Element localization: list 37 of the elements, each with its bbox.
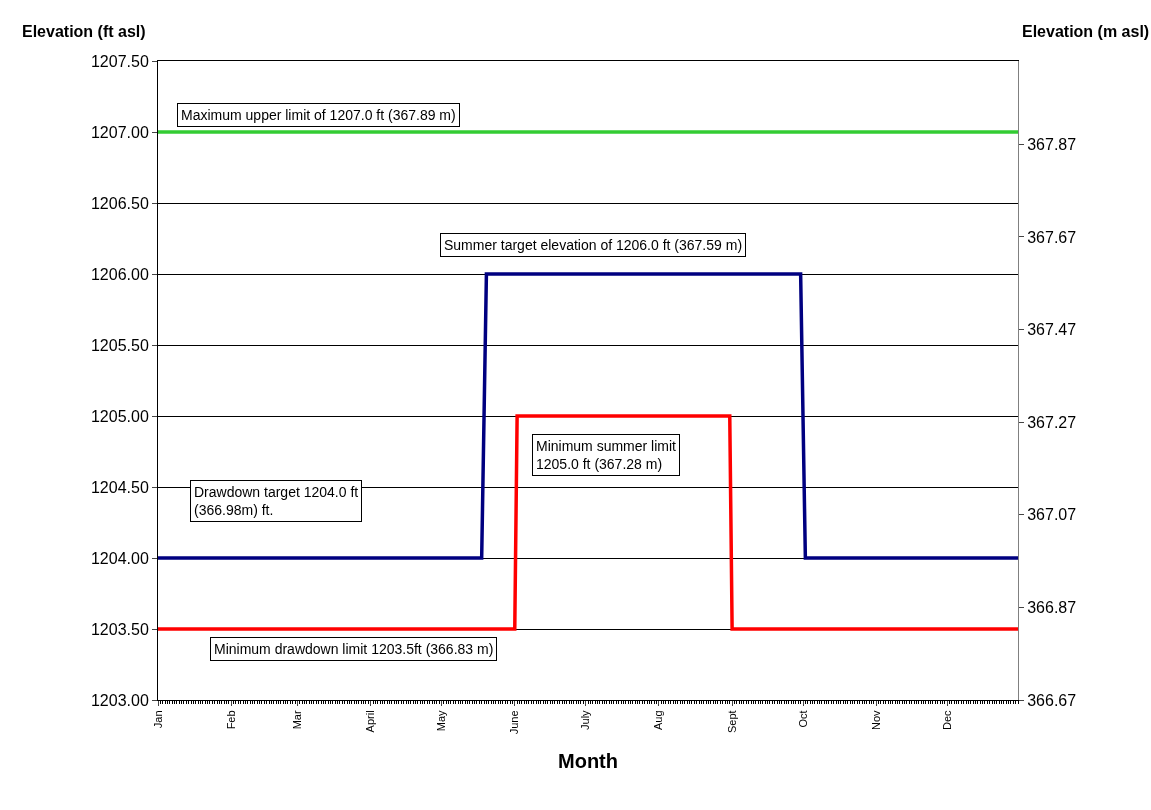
x-tick-label: Mar	[290, 710, 303, 730]
x-tick-label: Sept	[725, 710, 738, 734]
x-tick-label: Aug	[652, 710, 665, 730]
y2-tick-label: 367.27	[1027, 413, 1077, 431]
annotation: Summer target elevation of 1206.0 ft (367.59 m)	[444, 237, 743, 253]
annotation: Drawdown target 1204.0 ft (366.98m) ft.	[194, 484, 359, 519]
x-tick-label: Jan	[151, 710, 164, 729]
y2-tick-label: 366.67	[1027, 691, 1077, 709]
y-tick-label: 1203.50	[90, 620, 149, 638]
y-tick-label: 1207.50	[90, 52, 149, 70]
x-tick-label: May	[435, 709, 448, 732]
x-tick-label: Dec	[940, 709, 953, 730]
x-tick-label: July	[579, 709, 592, 730]
y2-tick-label: 367.47	[1027, 321, 1077, 339]
y-tick-label: 1206.00	[90, 265, 149, 283]
x-tick-label: Oct	[796, 710, 809, 728]
y-tick-label: 1205.50	[90, 336, 149, 354]
y-tick-label: 1204.50	[90, 478, 149, 496]
y2-tick-label: 367.87	[1027, 135, 1077, 153]
annotation: Minimum summer limit 1205.0 ft (367.28 m)	[536, 438, 677, 473]
y-tick-label: 1203.00	[90, 691, 149, 709]
x-tick-label: June	[508, 710, 521, 735]
y-tick-label: 1204.00	[90, 549, 149, 567]
y2-tick-label: 367.07	[1027, 506, 1077, 524]
y2-axis-title: Elevation (m asl)	[1022, 23, 1150, 40]
y-axis-title: Elevation (ft asl)	[22, 23, 146, 40]
y2-tick-label: 366.87	[1027, 598, 1077, 616]
x-axis-title: Month	[558, 749, 618, 772]
y2-tick-label: 367.67	[1027, 228, 1077, 246]
x-tick-label: Feb	[224, 710, 237, 730]
x-tick-label: Nov	[869, 709, 882, 730]
y-tick-label: 1207.00	[90, 123, 149, 141]
y-tick-label: 1205.00	[90, 407, 149, 425]
y-tick-label: 1206.50	[90, 194, 149, 212]
x-tick-label: April	[364, 710, 377, 733]
annotation: Minimum drawdown limit 1203.5ft (366.83 m)	[214, 641, 494, 657]
annotation: Maximum upper limit of 1207.0 ft (367.89 m)	[181, 107, 456, 123]
